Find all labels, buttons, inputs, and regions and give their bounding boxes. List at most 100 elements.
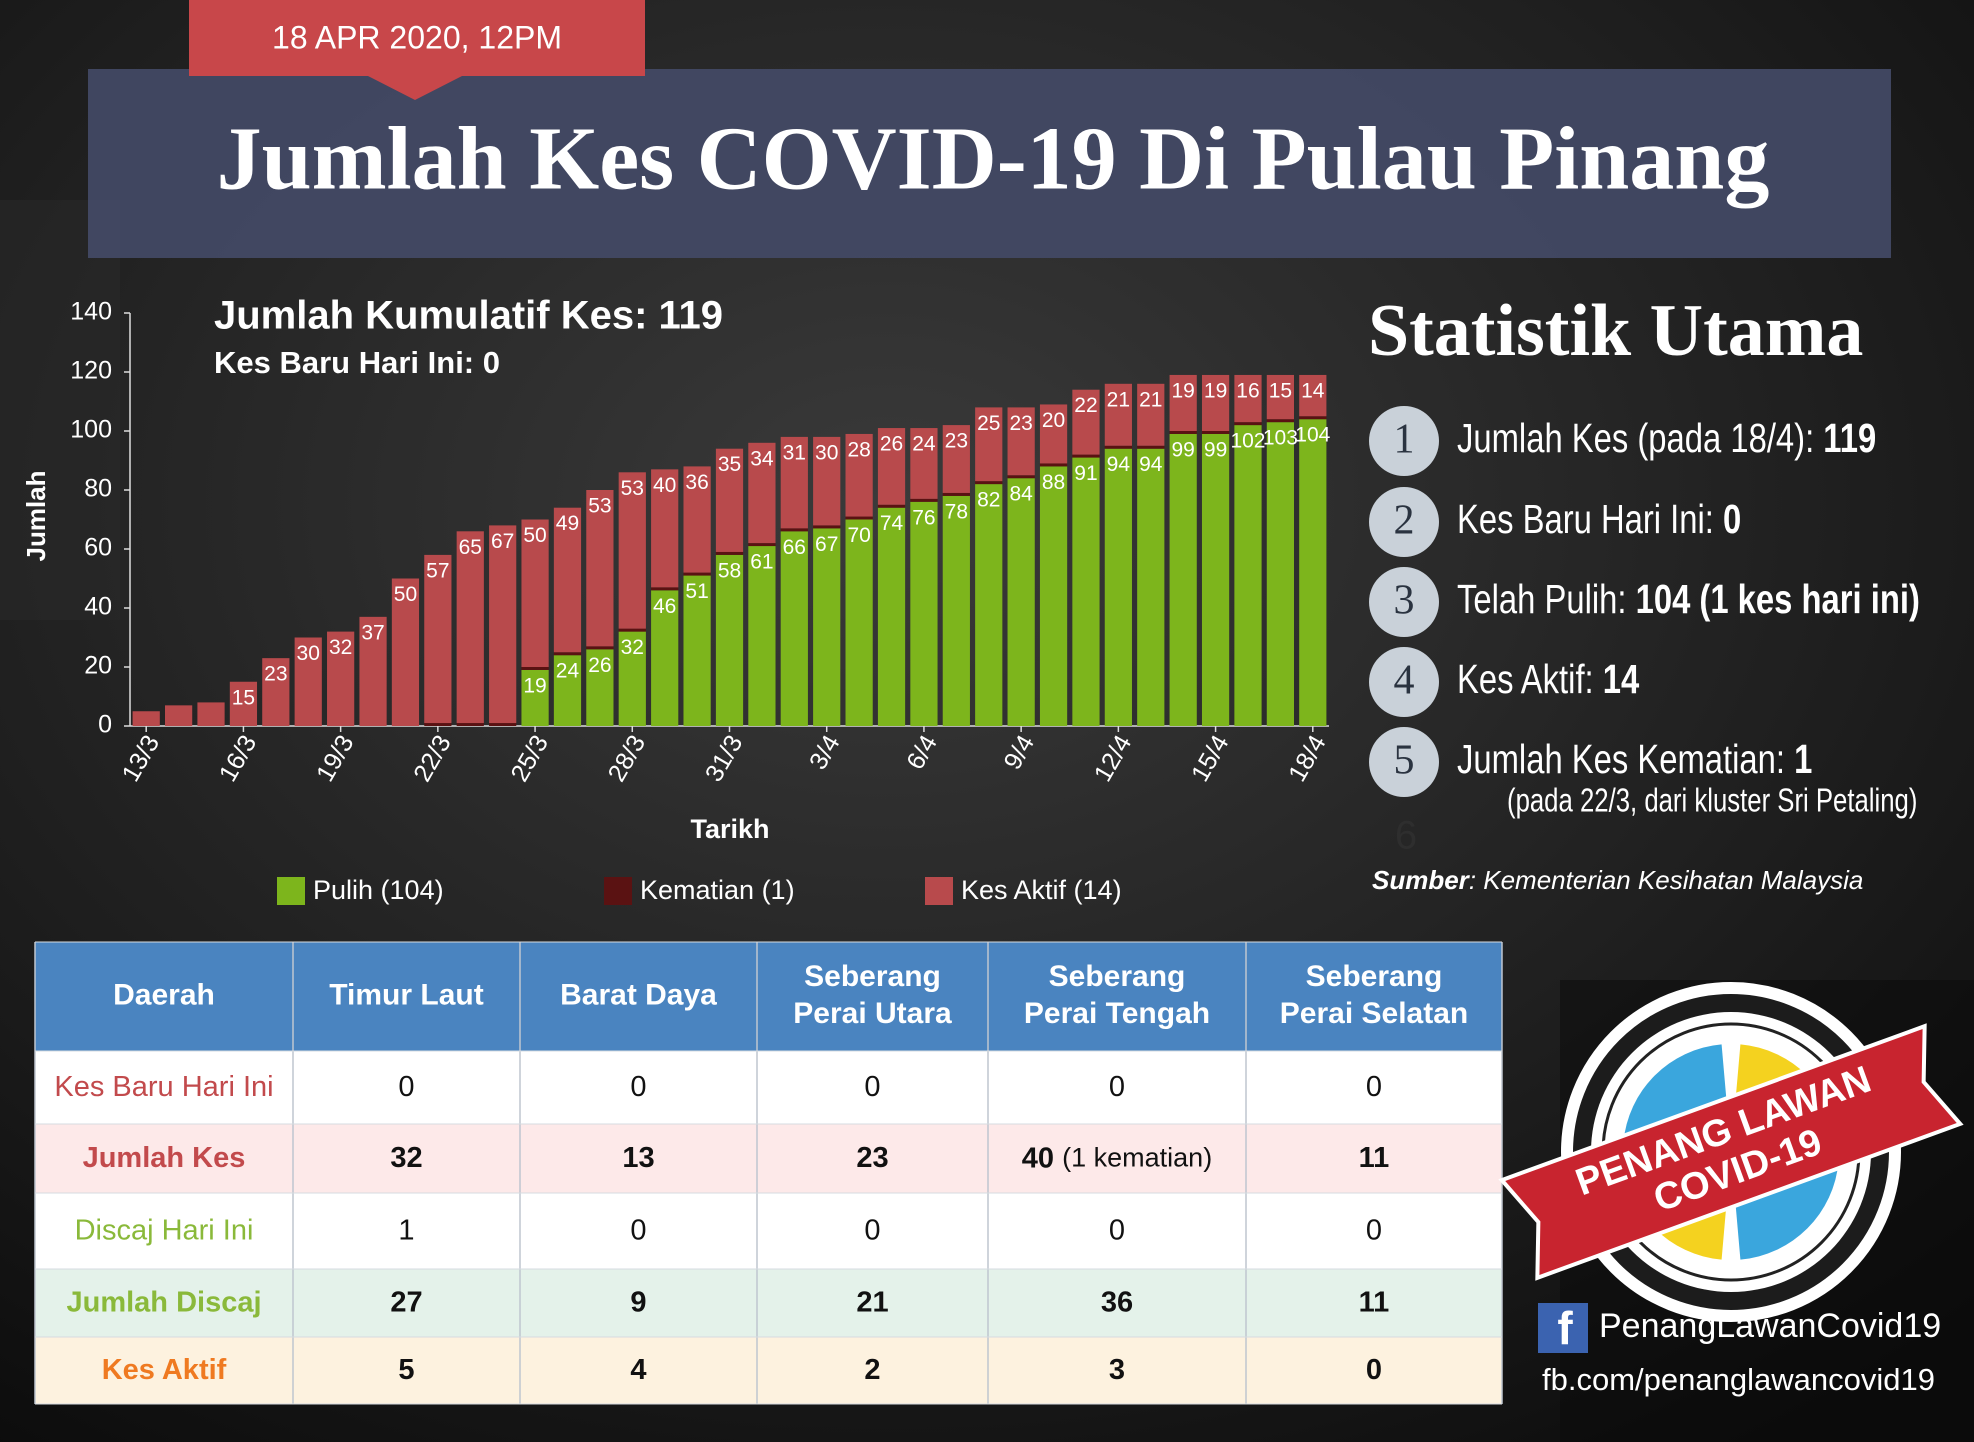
- bar-segment: [813, 436, 841, 526]
- bar-segment: [1299, 416, 1327, 420]
- legend-swatch: [925, 877, 953, 905]
- legend-label: Pulih (104): [313, 875, 444, 905]
- table-row-label: Kes Baru Hari Ini: [54, 1071, 273, 1103]
- table-row-bg: [35, 1337, 1502, 1404]
- bar-segment: [1007, 407, 1035, 476]
- stat-text: Jumlah Kes (pada 18/4): 119: [1457, 414, 1876, 460]
- data-label: 31: [783, 441, 806, 464]
- table-cell: 0: [864, 1215, 880, 1247]
- bar-segment: [1201, 374, 1230, 431]
- bar-segment: [618, 631, 646, 726]
- source-label: Sumber: [1372, 865, 1471, 895]
- bar-segment: [780, 531, 808, 726]
- bar-segment: [424, 554, 452, 724]
- bar-segment: [553, 655, 582, 726]
- stat-note-group: (pada 22/3, dari kluster Sri Petaling): [1507, 783, 1917, 820]
- bar-segment: [1007, 475, 1035, 479]
- table-row-bg: [35, 1051, 1502, 1124]
- data-label: 19: [1204, 379, 1227, 402]
- data-label: 94: [1107, 453, 1131, 476]
- data-label: 22: [1074, 394, 1097, 417]
- data-label: 21: [1139, 388, 1162, 411]
- bar-segment: [1169, 431, 1197, 434]
- table-header: Barat Daya: [560, 978, 717, 1011]
- bar-segment: [1266, 419, 1295, 423]
- data-label: 36: [685, 471, 708, 494]
- table-row-label: Jumlah Kes: [83, 1142, 246, 1174]
- bar-segment: [1007, 478, 1035, 726]
- bar-segment: [327, 631, 355, 726]
- data-label: 23: [264, 663, 287, 686]
- bar-segment: [1266, 374, 1295, 420]
- stat-text: Kes Aktif: 14: [1457, 655, 1640, 701]
- bar-segment: [910, 501, 938, 726]
- bar-segment: [1137, 448, 1165, 726]
- fb-icon-bg: [1538, 1303, 1588, 1353]
- bar-segment: [1104, 445, 1132, 449]
- stat-badge: [1369, 727, 1439, 797]
- data-label: 67: [815, 533, 838, 556]
- stats-title: Statistik Utama: [1368, 290, 1863, 372]
- table-row-label: Jumlah Discaj: [66, 1287, 261, 1319]
- table-row-label: Discaj Hari Ini: [75, 1215, 254, 1247]
- data-label: 76: [912, 506, 935, 529]
- table-cell: 23: [856, 1142, 888, 1174]
- stat-badge: [1369, 406, 1439, 476]
- date: 18 APR 2020, 12PM: [272, 19, 562, 55]
- data-label: 35: [718, 453, 741, 476]
- title-bar: [88, 69, 1891, 258]
- table-cell: 11: [1359, 1142, 1390, 1174]
- bar-segment: [877, 428, 906, 505]
- y-tick-label: 20: [84, 652, 112, 680]
- table-header: Seberang: [1306, 960, 1443, 993]
- data-label: 102: [1230, 430, 1265, 453]
- data-label: 53: [588, 495, 611, 518]
- bar-segment: [780, 436, 808, 529]
- chart-title: Jumlah Kumulatif Kes: 119: [214, 294, 723, 338]
- table-cell: 1: [398, 1215, 414, 1247]
- bar-segment: [1234, 422, 1262, 426]
- data-label: 40: [653, 474, 676, 497]
- date-banner: [189, 0, 645, 100]
- wall-shade: [0, 200, 120, 620]
- data-label: 25: [977, 412, 1000, 435]
- data-label: 99: [1171, 438, 1194, 461]
- stat-badge: [1369, 567, 1439, 637]
- bar-segment: [164, 705, 193, 726]
- table-cell: 0: [630, 1071, 646, 1103]
- bar-segment: [618, 472, 646, 629]
- table-cell: 0: [398, 1071, 414, 1103]
- data-label: 23: [945, 430, 968, 453]
- y-tick-label: 140: [70, 298, 112, 326]
- stat-item: Jumlah Kes Kematian: 1: [1457, 735, 1812, 781]
- bar-segment: [780, 528, 808, 532]
- source-text: : Kementerian Kesihatan Malaysia: [1469, 865, 1864, 895]
- stat-value: 14: [1603, 655, 1640, 701]
- bar-segment: [910, 498, 938, 502]
- bar-segment: [651, 587, 679, 591]
- table-row-bg: [35, 1193, 1502, 1269]
- bar-segment: [1039, 466, 1068, 726]
- stat-label: Jumlah Kes Kematian:: [1457, 735, 1785, 781]
- table-cell-note: (1 kematian): [1062, 1143, 1212, 1173]
- fb-icon: f: [1557, 1302, 1573, 1354]
- bar-segment: [1169, 433, 1197, 726]
- data-label: 26: [880, 433, 903, 456]
- bar-segment: [1234, 425, 1262, 726]
- y-tick-label: 100: [70, 416, 112, 444]
- bar-segment: [553, 652, 582, 656]
- bar-segment: [262, 658, 290, 726]
- data-label: 19: [1171, 379, 1194, 402]
- legend-swatch: [604, 877, 632, 905]
- bar-segment: [521, 519, 549, 667]
- bar-segment: [1039, 404, 1068, 464]
- stat-value: 0: [1723, 495, 1741, 541]
- bar-segment: [521, 669, 549, 726]
- data-label: 26: [588, 654, 611, 677]
- bar-segment: [845, 433, 873, 517]
- bar-segment: [197, 702, 225, 726]
- bar-segment: [456, 723, 484, 726]
- bar-segment: [1201, 431, 1230, 434]
- bar-segment: [521, 667, 549, 670]
